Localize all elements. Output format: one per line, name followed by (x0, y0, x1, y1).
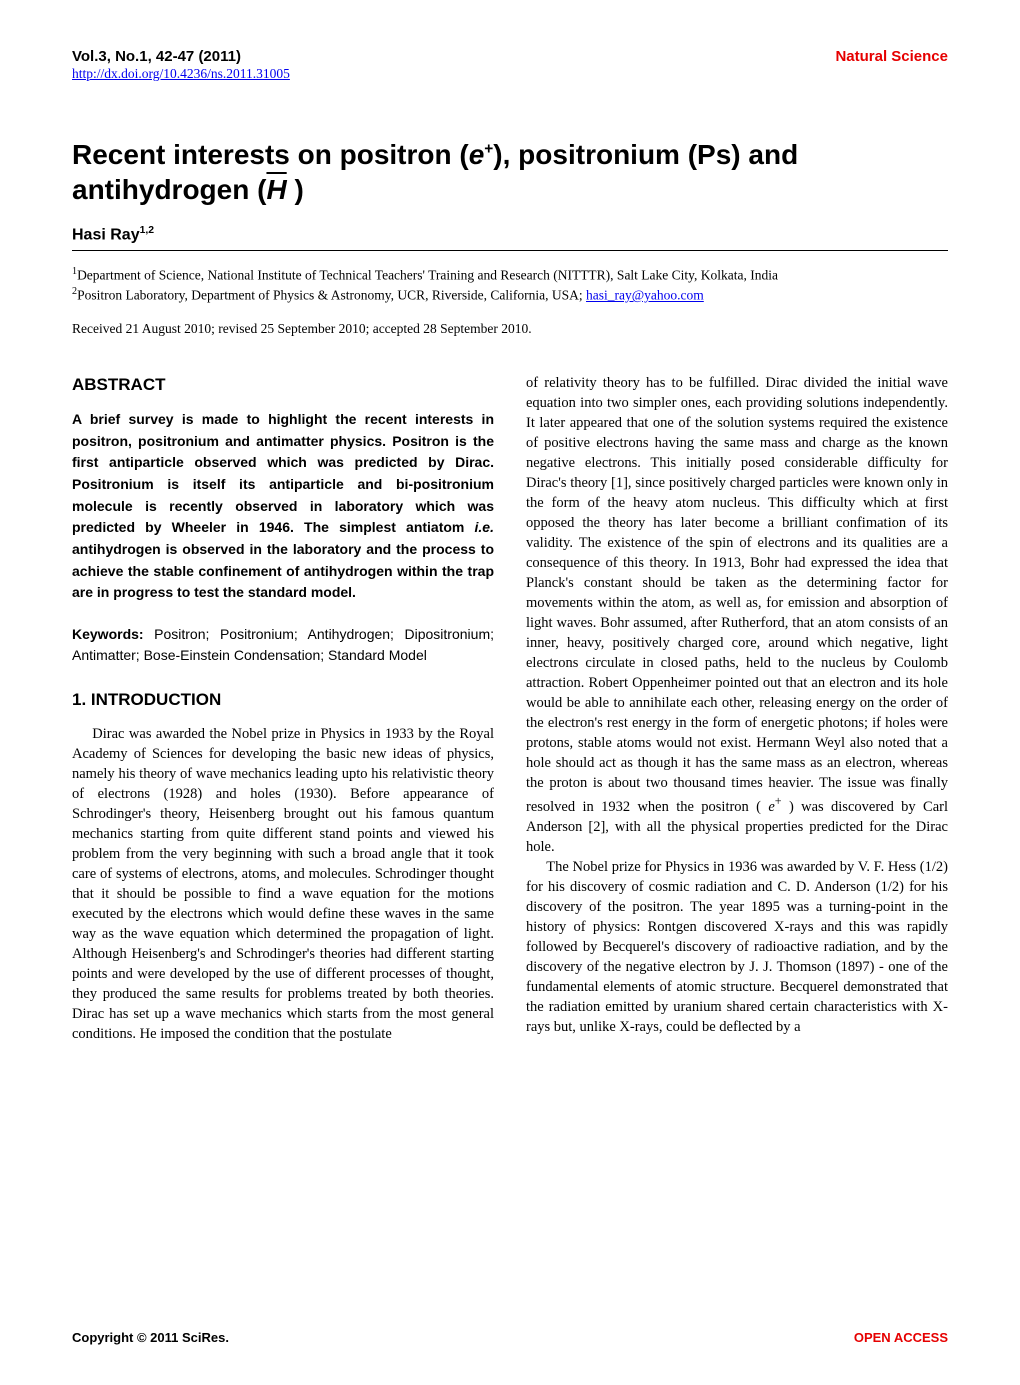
article-title: Recent interests on positron (e+), posit… (72, 137, 948, 207)
abstract-ie: i.e. (475, 519, 494, 535)
intro-para-1: Dirac was awarded the Nobel prize in Phy… (72, 724, 494, 1044)
journal-name: Natural Science (835, 48, 948, 65)
intro-para-2: of relativity theory has to be fulfilled… (526, 373, 948, 857)
section-1-heading: 1. INTRODUCTION (72, 688, 494, 711)
abstract-pre: A brief survey is made to highlight the … (72, 411, 494, 535)
author-sup: 1,2 (140, 225, 154, 236)
page-header: Vol.3, No.1, 42-47 (2011) http://dx.doi.… (72, 48, 948, 83)
abstract-text: A brief survey is made to highlight the … (72, 409, 494, 604)
intro-para-3: The Nobel prize for Physics in 1936 was … (526, 857, 948, 1037)
doi-link[interactable]: http://dx.doi.org/10.4236/ns.2011.31005 (72, 66, 290, 81)
title-e-sup: + (484, 141, 493, 158)
affiliations: 1Department of Science, National Institu… (72, 265, 948, 305)
right-column: of relativity theory has to be fulfilled… (526, 373, 948, 1043)
author-name: Hasi Ray (72, 226, 140, 243)
keywords-label: Keywords: (72, 626, 144, 642)
left-column: ABSTRACT A brief survey is made to highl… (72, 373, 494, 1043)
received-dates: Received 21 August 2010; revised 25 Sept… (72, 321, 948, 337)
keywords-block: Keywords: Positron; Positronium; Antihyd… (72, 624, 494, 666)
affil1-text: Department of Science, National Institut… (77, 268, 778, 283)
abstract-post: antihydrogen is observed in the laborato… (72, 541, 494, 600)
title-H-symbol: H (266, 174, 286, 205)
open-access-label: OPEN ACCESS (854, 1330, 948, 1345)
page-footer: Copyright © 2011 SciRes. OPEN ACCESS (72, 1330, 948, 1345)
author-line: Hasi Ray1,2 (72, 225, 948, 244)
para2-e-sup: + (775, 794, 782, 808)
affil2-text: Positron Laboratory, Department of Physi… (77, 288, 586, 303)
author-rule (72, 250, 948, 251)
title-pre: Recent interests on positron ( (72, 139, 469, 170)
copyright: Copyright © 2011 SciRes. (72, 1330, 229, 1345)
author-email-link[interactable]: hasi_ray@yahoo.com (586, 288, 704, 303)
affiliation-1: 1Department of Science, National Institu… (72, 265, 948, 285)
volume-issue: Vol.3, No.1, 42-47 (2011) (72, 48, 290, 65)
title-e-symbol: e (469, 139, 485, 170)
two-column-body: ABSTRACT A brief survey is made to highl… (72, 373, 948, 1043)
affiliation-2: 2Positron Laboratory, Department of Phys… (72, 285, 948, 305)
title-post: ) (287, 174, 304, 205)
header-left: Vol.3, No.1, 42-47 (2011) http://dx.doi.… (72, 48, 290, 83)
abstract-heading: ABSTRACT (72, 373, 494, 396)
para2-pre: of relativity theory has to be fulfilled… (526, 375, 948, 815)
